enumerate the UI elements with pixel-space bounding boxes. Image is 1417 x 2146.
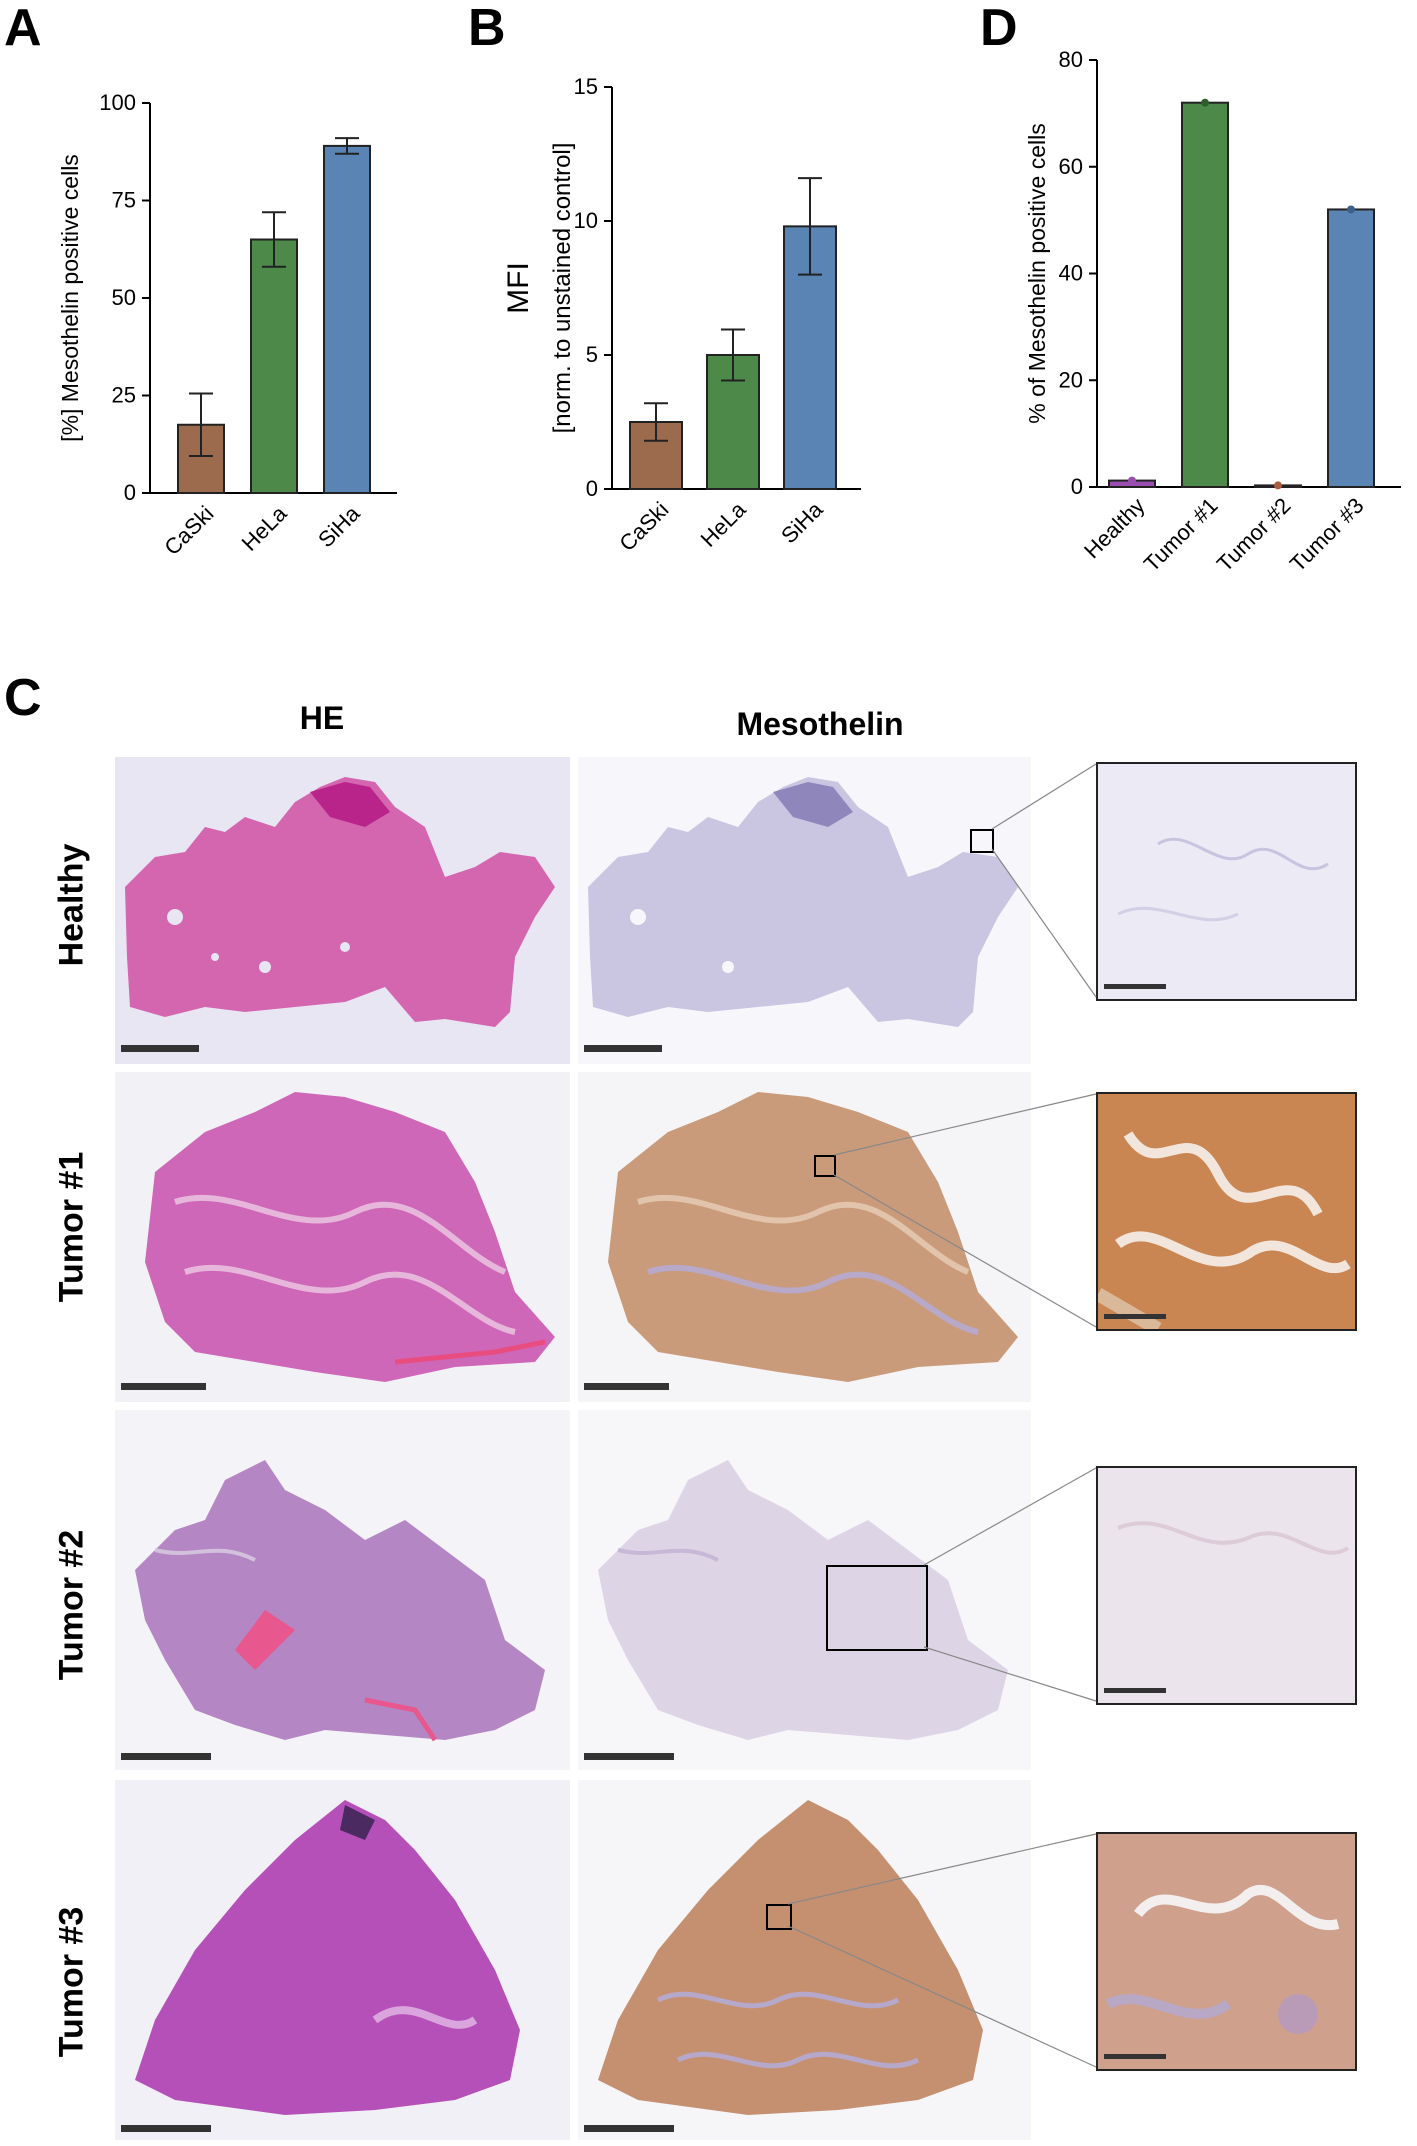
y-tick-label: 0 [124,480,136,505]
panel-label-a: A [4,0,42,57]
bar-hela [250,238,298,494]
y-axis-label: MFI [502,262,535,314]
bar-siha [323,144,371,494]
bar-caski [177,423,225,494]
x-tick-label: SiHa [776,496,828,548]
x-tick-label: HeLa [237,500,292,555]
y-tick-label: 0 [586,476,598,501]
mesothelin-healthy-zoom [1096,762,1357,1001]
scale-bar [1104,1314,1166,1319]
row-label-tumor-1: Tumor #1 [52,1151,91,1303]
mesothelin-tumor-3-zoom [1096,1832,1357,2071]
bar-tumor-1 [1181,101,1229,488]
column-header-mesothelin: Mesothelin [736,706,904,742]
scale-bar [1104,1688,1166,1693]
data-point [1274,481,1282,490]
y-tick-label: 0 [1071,474,1083,499]
he-tumor-2-image [115,1410,570,1770]
scale-bar [584,1753,674,1760]
zoom-box [814,1155,836,1177]
y-tick-label: 60 [1059,154,1083,179]
y-tick-label: 5 [586,342,598,367]
y-tick-label: 10 [574,208,598,233]
column-header-he: HE [299,700,345,736]
zoom-box [826,1565,928,1651]
y-tick-label: 100 [99,90,136,115]
scale-bar [121,1753,211,1760]
panel-label-b: B [468,0,506,57]
he-tumor-3-image [115,1780,570,2140]
y-axis-label: [%] Mesothelin positive cells [57,154,83,442]
panel-label-c: C [4,669,42,727]
y-tick-label: 40 [1059,261,1083,286]
mesothelin-healthy-image [578,757,1031,1064]
x-tick-label: Healthy [1079,493,1149,563]
y-axis-label-secondary: [norm. to unstained control] [549,143,576,434]
y-tick-label: 20 [1059,367,1083,392]
x-tick-label: CaSki [159,501,218,560]
scale-bar [121,2125,211,2132]
mesothelin-tumor-2-image [578,1410,1031,1770]
scale-bar [584,1383,669,1390]
y-axis-label: % of Mesothelin positive cells [1024,123,1050,423]
y-tick-label: 80 [1059,47,1083,72]
zoom-box [970,829,994,853]
row-label-tumor-3: Tumor #3 [52,1906,91,2058]
scale-bar [1104,2054,1166,2059]
x-tick-label: Tumor #2 [1212,493,1296,577]
he-healthy-image [115,757,570,1064]
y-tick-label: 75 [112,188,136,213]
y-tick-label: 25 [112,383,136,408]
chart-a-mesothelin-percent: 0 25 50 75 100 CaSki HeLa SiHa [%] Mesothelin po… [57,90,397,560]
scale-bar [121,1045,199,1052]
mesothelin-tumor-2-zoom [1096,1466,1357,1705]
bar-tumor-3 [1327,208,1375,488]
x-tick-label: CaSki [614,497,673,556]
x-tick-label: HeLa [696,496,751,551]
chart-b-mfi: 0 5 10 15 CaSki HeLa SiHa MFI [norm. to unstaine… [502,74,861,556]
he-tumor-1-image [115,1072,570,1402]
mesothelin-tumor-1-image [578,1072,1031,1402]
data-point [1201,98,1209,107]
zoom-box [766,1904,792,1930]
scale-bar [1104,984,1166,989]
row-label-healthy: Healthy [52,843,91,967]
mesothelin-tumor-1-zoom [1096,1092,1357,1331]
x-tick-label: Tumor #3 [1285,493,1369,577]
x-tick-label: SiHa [313,500,365,552]
data-point [1347,205,1355,214]
x-tick-label: Tumor #1 [1139,493,1223,577]
y-tick-label: 15 [574,74,598,99]
panel-label-d: D [980,0,1018,57]
mesothelin-tumor-3-image [578,1780,1031,2140]
scale-bar [584,2125,674,2132]
data-point [1128,476,1136,485]
scale-bar [584,1045,662,1052]
scale-bar [121,1383,206,1390]
row-label-tumor-2: Tumor #2 [52,1529,91,1681]
y-tick-label: 50 [112,285,136,310]
